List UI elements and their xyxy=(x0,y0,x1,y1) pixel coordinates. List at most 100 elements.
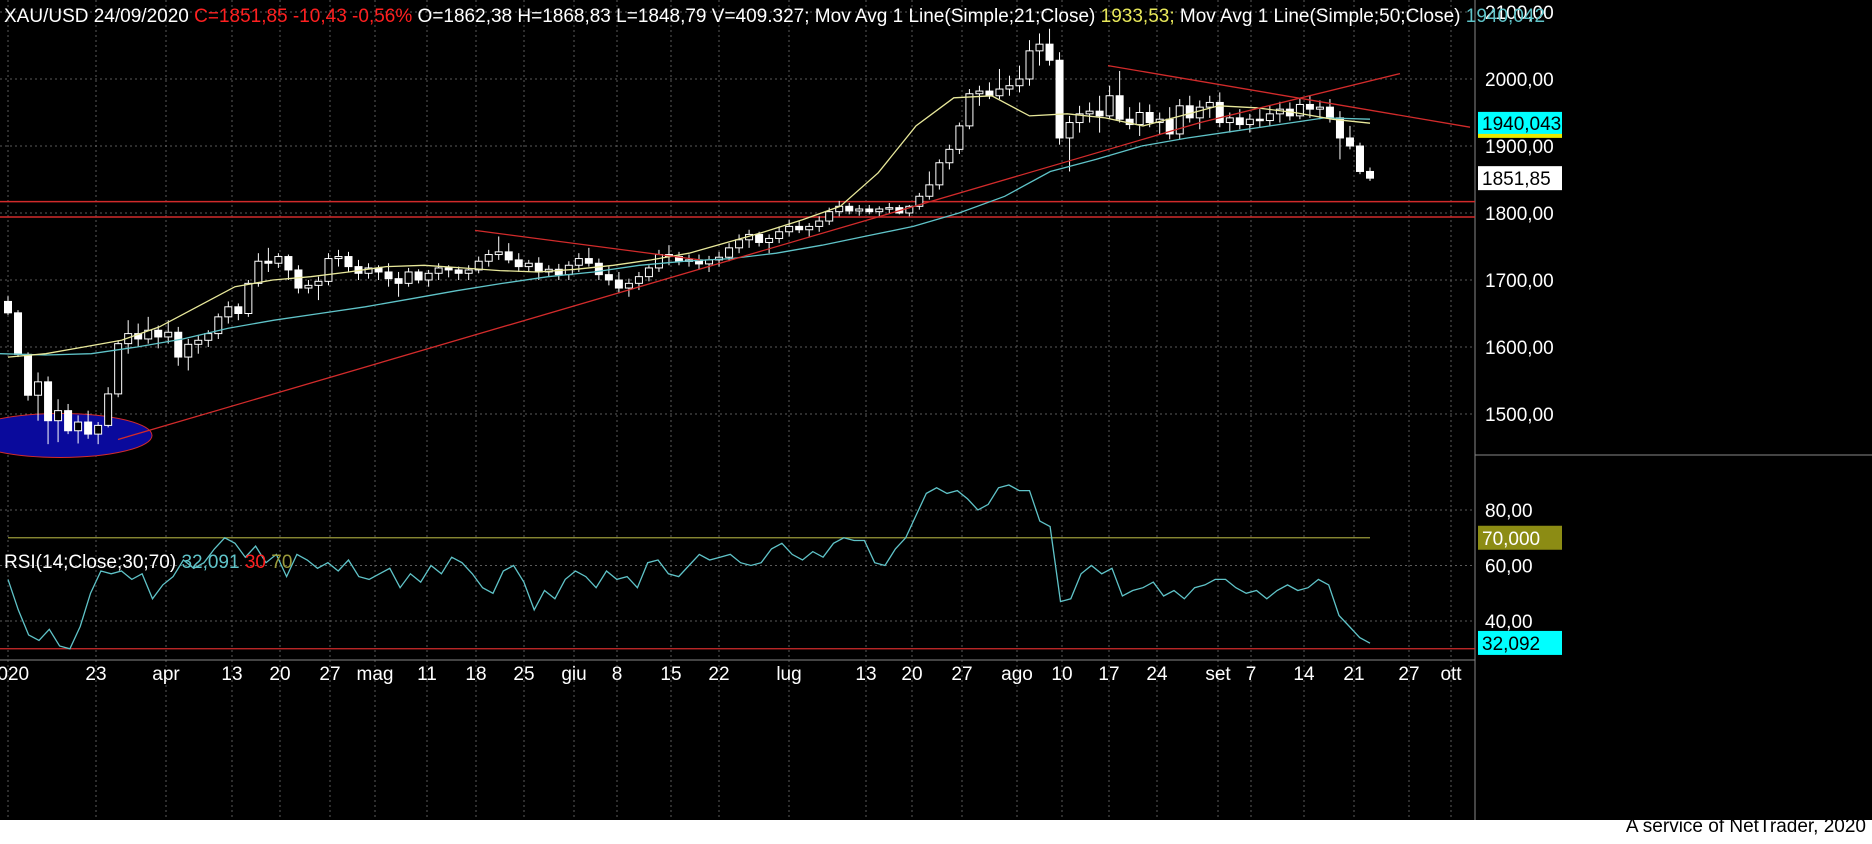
candle-body xyxy=(184,343,193,358)
tag-rsi-value: 32,092 xyxy=(1482,634,1540,655)
candle-body xyxy=(394,278,403,284)
candle-body xyxy=(1366,170,1374,179)
candle-body xyxy=(44,381,53,422)
rsi-low: 30 xyxy=(244,552,266,573)
candle-body xyxy=(1225,117,1234,124)
candle-body xyxy=(344,256,353,268)
candle-body xyxy=(594,262,603,276)
trendline xyxy=(474,229,701,261)
candle-body xyxy=(74,421,83,432)
candle-body xyxy=(1185,105,1194,119)
ma50-value: 1940,042 xyxy=(1465,6,1546,27)
x-tick-label: 8 xyxy=(612,664,623,685)
candle-body xyxy=(1325,106,1334,119)
x-tick-label: ott xyxy=(1440,664,1462,685)
candle-body xyxy=(1315,106,1324,110)
rsi-label: RSI(14;Close;30;70) xyxy=(4,552,177,573)
candle-body xyxy=(554,268,563,276)
rsi-header: RSI(14;Close;30;70) 32,091 30 70 xyxy=(4,552,292,574)
candle-body xyxy=(14,312,23,355)
rsi-value: 32,091 xyxy=(181,552,240,573)
candle-body xyxy=(194,339,203,345)
candle-body xyxy=(414,271,423,281)
ma50-label: Mov Avg 1 Line(Simple;50;Close) xyxy=(1179,6,1461,27)
ma50-line xyxy=(0,117,1371,356)
ellipse-highlight xyxy=(0,412,153,458)
x-tick-label: 13 xyxy=(221,664,242,685)
candle-body xyxy=(164,331,173,338)
candle-body xyxy=(604,274,613,281)
candle-body xyxy=(294,269,303,289)
x-tick-label: 23 xyxy=(85,664,106,685)
candle-body xyxy=(384,271,393,280)
candle-body xyxy=(1135,112,1144,126)
candle-body xyxy=(614,279,623,289)
candle-body xyxy=(975,90,984,95)
x-tick-label: giu xyxy=(561,664,586,685)
candle-body xyxy=(1305,103,1314,110)
candle-body xyxy=(334,256,343,260)
trendline xyxy=(117,72,1401,441)
candle-body xyxy=(735,239,744,249)
candle-body xyxy=(1245,118,1254,126)
candle-body xyxy=(775,231,784,239)
x-tick-label: 18 xyxy=(465,664,486,685)
candle-body xyxy=(224,306,233,318)
candle-body xyxy=(654,254,663,269)
y-tick-label: 2000,00 xyxy=(1485,70,1554,91)
candle-body xyxy=(444,267,453,271)
candle-body xyxy=(464,269,473,274)
candle-body xyxy=(234,306,243,314)
x-tick-label: 27 xyxy=(319,664,340,685)
x-tick-label: 21 xyxy=(1343,664,1364,685)
candle-body xyxy=(1195,106,1204,119)
candle-body xyxy=(574,258,583,266)
candle-body xyxy=(805,225,814,231)
ohlcv: O=1862,38 H=1868,83 L=1848,79 V=409.327; xyxy=(417,6,810,27)
y-tick-label: 1900,00 xyxy=(1485,137,1554,158)
chart-header: XAU/USD 24/09/2020 C=1851,85 -10,43 -0,5… xyxy=(4,6,1545,28)
candle-body xyxy=(4,300,12,314)
candle-body xyxy=(244,282,253,315)
ma21-line xyxy=(7,95,1371,358)
footer-credit: A service of NetTrader, 2020 xyxy=(1625,816,1866,837)
x-tick-label: lug xyxy=(776,664,801,685)
trendline xyxy=(1107,64,1471,128)
candle-body xyxy=(965,93,974,127)
candle-body xyxy=(755,233,764,243)
candle-body xyxy=(274,256,283,264)
candle-body xyxy=(154,329,163,338)
tag-ma50-bg xyxy=(1478,111,1562,136)
rsi-line xyxy=(7,484,1371,650)
tag-last-value: 1851,85 xyxy=(1482,169,1551,190)
tag-ma50-value: 1940,043 xyxy=(1482,114,1561,135)
candle-body xyxy=(624,282,633,289)
candle-body xyxy=(484,254,493,262)
x-tick-label: 7 xyxy=(1246,664,1257,685)
candle-body xyxy=(725,247,734,258)
candle-body xyxy=(514,259,523,268)
candle-body xyxy=(264,260,273,264)
x-tick-label: 14 xyxy=(1293,664,1315,685)
x-tick-label: 10 xyxy=(1051,664,1072,685)
tag-rsi-bg xyxy=(1478,630,1562,655)
candle-body xyxy=(94,424,103,435)
candle-body xyxy=(865,208,874,213)
candle-body xyxy=(494,251,503,256)
candle-body xyxy=(104,393,113,426)
candle-body xyxy=(1355,145,1364,172)
candle-body xyxy=(454,269,463,274)
candle-body xyxy=(765,237,774,243)
candle-body xyxy=(815,220,824,227)
candle-body xyxy=(985,90,994,97)
y-tick-label: 2100,00 xyxy=(1485,3,1554,24)
rsi-y-tick: 80,00 xyxy=(1485,501,1533,522)
candle-body xyxy=(855,208,864,212)
candle-body xyxy=(1075,113,1084,124)
candle-body xyxy=(204,333,213,341)
y-tick-label: 1800,00 xyxy=(1485,204,1554,225)
candle-body xyxy=(1295,103,1304,117)
candle-body xyxy=(284,256,293,271)
candle-body xyxy=(825,211,834,222)
